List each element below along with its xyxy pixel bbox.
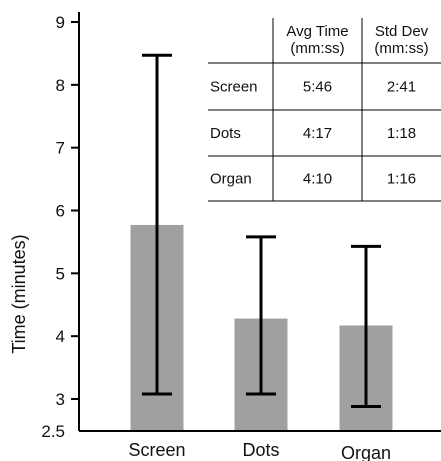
table-row-label: Screen — [210, 79, 258, 96]
y-axis-title: Time (minutes) — [9, 234, 29, 353]
table-header: Std Dev — [375, 23, 429, 40]
y-tick-label: 4 — [56, 327, 65, 346]
x-tick-label-screen: Screen — [128, 440, 185, 460]
table-cell: 5:46 — [303, 79, 332, 96]
table-cell: 4:17 — [303, 125, 332, 142]
x-labels-group: Screen Dots Organ — [128, 440, 391, 461]
table-header: (mm:ss) — [290, 40, 344, 57]
summary-table: Avg Time(mm:ss)Std Dev(mm:ss)Screen 5:46 2… — [208, 18, 441, 202]
y-tick-label: 5 — [56, 264, 65, 283]
x-tick-label-organ: Organ — [341, 443, 391, 461]
table-cell: 1:18 — [387, 125, 416, 142]
y-tick-label: 2.5 — [41, 422, 65, 441]
table-row-label: Dots — [210, 125, 241, 142]
y-tick-label: 6 — [56, 202, 65, 221]
table-header: (mm:ss) — [374, 40, 428, 57]
y-tick-label: 9 — [56, 13, 65, 32]
y-tick-label: 3 — [56, 390, 65, 409]
table-cell: 1:16 — [387, 171, 416, 188]
y-ticks-group: 9 8 7 6 5 4 3 2.5 — [41, 13, 79, 441]
table-row-label: Organ — [210, 171, 252, 188]
axes-group — [78, 12, 441, 432]
y-tick-label: 7 — [56, 139, 65, 158]
table-header: Avg Time — [286, 23, 348, 40]
error-bars-group — [142, 53, 381, 409]
table-cell: 4:10 — [303, 171, 332, 188]
x-tick-label-dots: Dots — [242, 440, 279, 460]
table-cell: 2:41 — [387, 79, 416, 96]
y-tick-label: 8 — [56, 76, 65, 95]
